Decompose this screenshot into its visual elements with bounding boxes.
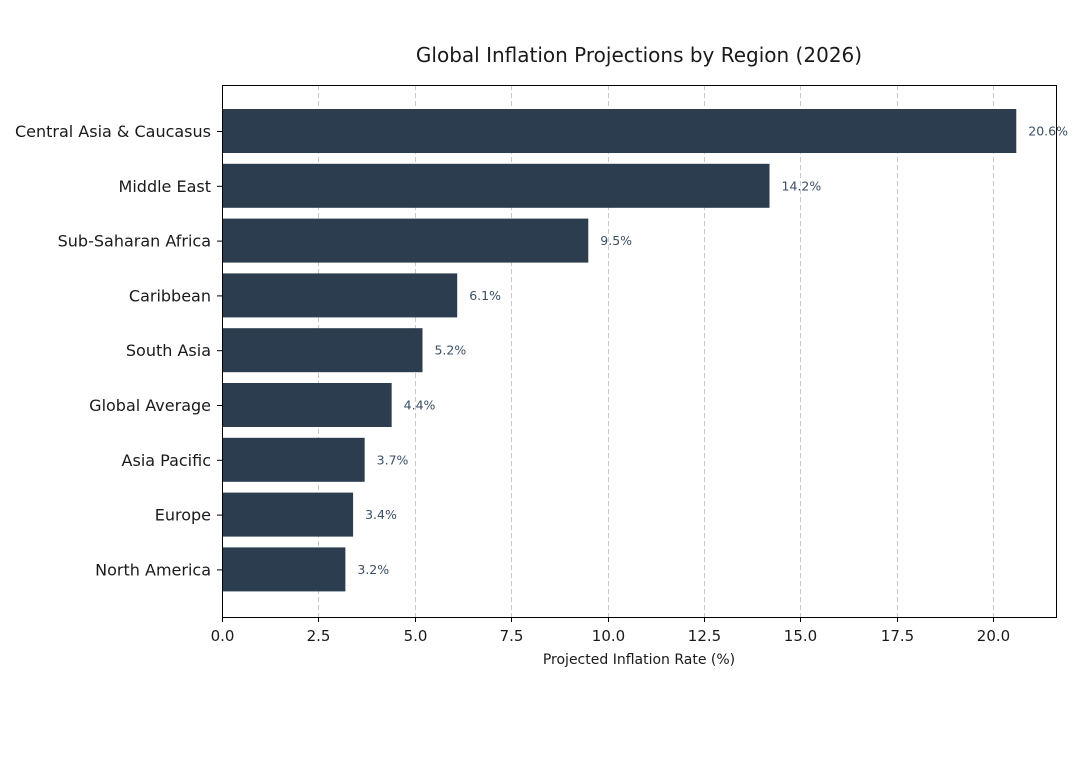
category-label: North America — [95, 560, 211, 579]
x-tick-label: 12.5 — [688, 627, 721, 645]
category-label: Asia Pacific — [122, 451, 211, 470]
x-tick-label: 17.5 — [881, 627, 914, 645]
x-tick-label: 2.5 — [307, 627, 331, 645]
bar-value-label: 20.6% — [1028, 124, 1068, 139]
category-label: Europe — [155, 506, 211, 525]
x-axis: 0.0 2.5 5.0 7.5 10.0 12.5 15.0 17.5 20.0 — [211, 617, 1010, 645]
x-tick-label: 5.0 — [404, 627, 428, 645]
chart-title: Global Inflation Projections by Region (… — [416, 43, 862, 67]
y-axis: Central Asia & Caucasus Middle East Sub-Sa… — [15, 122, 222, 579]
bar-value-label: 3.4% — [365, 507, 397, 522]
category-label: Caribbean — [129, 286, 211, 305]
bar — [222, 328, 423, 373]
bar — [222, 492, 354, 537]
bar-value-label: 6.1% — [469, 288, 501, 303]
bar — [222, 547, 346, 592]
bar — [222, 218, 589, 263]
category-label: Sub-Saharan Africa — [58, 232, 211, 251]
bar — [222, 383, 392, 427]
x-tick-label: 0.0 — [211, 627, 235, 645]
bar — [222, 437, 365, 482]
bars: 20.6% 14.2% 9.5% 6.1% 5.2% 4.4% 3.7% 3.4% 3.2% — [222, 109, 1068, 592]
bar-value-label: 4.4% — [404, 398, 436, 413]
bar-value-label: 5.2% — [434, 343, 466, 358]
x-axis-label: Projected Inflation Rate (%) — [543, 652, 735, 668]
x-tick-label: 15.0 — [784, 627, 817, 645]
category-label: South Asia — [126, 341, 211, 360]
bar-value-label: 3.7% — [377, 452, 409, 467]
bar-value-label: 3.2% — [357, 562, 389, 577]
bar — [222, 109, 1017, 153]
x-tick-label: 10.0 — [592, 627, 625, 645]
category-label: Global Average — [89, 396, 211, 415]
x-tick-label: 7.5 — [500, 627, 524, 645]
plot-frame — [222, 85, 1057, 618]
category-label: Middle East — [119, 177, 211, 196]
bar — [222, 273, 458, 318]
x-tick-label: 20.0 — [977, 627, 1010, 645]
bar-value-label: 9.5% — [600, 233, 632, 248]
category-label: Central Asia & Caucasus — [15, 122, 211, 141]
bar — [222, 163, 770, 208]
bar-value-label: 14.2% — [782, 178, 822, 193]
